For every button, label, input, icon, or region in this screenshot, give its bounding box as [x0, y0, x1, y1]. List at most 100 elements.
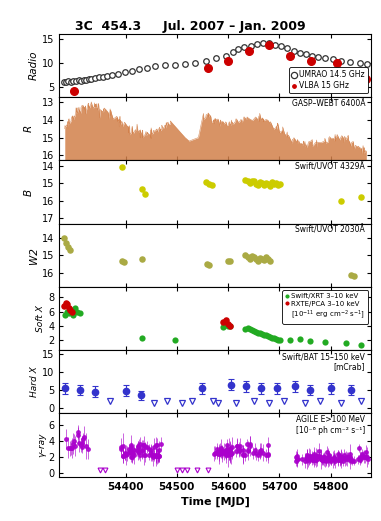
Point: [139, 184, 145, 193]
Point: [67, 306, 74, 314]
Point: [118, 163, 125, 171]
Y-axis label: W2: W2: [29, 247, 39, 264]
Point: [257, 254, 263, 262]
Point: [271, 180, 277, 188]
Point: [227, 321, 233, 330]
Point: [245, 177, 251, 185]
Point: [255, 181, 261, 189]
Point: [247, 255, 253, 263]
Point: [227, 322, 233, 330]
Point: [62, 299, 69, 307]
Point: [251, 177, 257, 185]
Point: [225, 320, 231, 328]
Point: [265, 332, 271, 340]
Point: [322, 338, 328, 346]
Point: [67, 246, 74, 254]
Point: [70, 311, 77, 319]
Point: [61, 302, 67, 310]
X-axis label: Time [MJD]: Time [MJD]: [181, 497, 250, 507]
Point: [263, 179, 269, 188]
Point: [287, 336, 293, 344]
Point: [77, 309, 83, 317]
Point: [63, 239, 69, 247]
Point: [227, 257, 233, 266]
Point: [259, 330, 265, 338]
Y-axis label: γ–ray: γ–ray: [38, 433, 46, 457]
Point: [253, 328, 259, 336]
Point: [263, 253, 269, 261]
Text: AGILE E>100 MeV
[10⁻⁶ ph cm⁻² s⁻¹]: AGILE E>100 MeV [10⁻⁶ ph cm⁻² s⁻¹]: [296, 415, 365, 435]
Point: [348, 270, 354, 279]
Text: Swift/UVOT 4329Å: Swift/UVOT 4329Å: [296, 163, 365, 171]
Point: [220, 323, 226, 331]
Point: [225, 321, 231, 330]
Point: [273, 335, 279, 343]
Point: [275, 336, 281, 344]
Point: [261, 255, 267, 264]
Point: [255, 256, 261, 265]
Point: [202, 178, 208, 187]
Point: [64, 300, 70, 308]
Y-axis label: Hard X: Hard X: [30, 366, 39, 397]
Point: [267, 182, 273, 190]
Point: [68, 306, 74, 314]
Point: [69, 307, 75, 316]
Point: [139, 255, 145, 263]
Point: [261, 181, 267, 189]
Point: [64, 307, 70, 316]
Point: [247, 179, 253, 188]
Point: [265, 255, 271, 263]
Point: [307, 337, 313, 345]
Point: [142, 190, 148, 198]
Point: [261, 330, 267, 339]
Point: [242, 251, 248, 259]
Point: [242, 176, 248, 184]
Point: [248, 252, 255, 260]
Point: [66, 309, 72, 317]
Point: [269, 333, 275, 342]
Y-axis label: R: R: [24, 125, 34, 132]
Point: [251, 253, 257, 261]
Point: [120, 258, 126, 266]
Point: [203, 260, 210, 268]
Point: [259, 179, 265, 188]
Point: [245, 324, 251, 332]
Point: [206, 261, 212, 269]
Point: [277, 180, 283, 188]
Point: [72, 304, 78, 312]
Point: [297, 335, 303, 343]
Point: [62, 311, 68, 319]
Point: [263, 331, 269, 340]
Point: [358, 193, 364, 202]
Text: Swift/UVOT 2030Å: Swift/UVOT 2030Å: [296, 226, 365, 235]
Y-axis label: Soft X: Soft X: [36, 305, 45, 332]
Point: [265, 180, 271, 188]
Point: [247, 325, 253, 333]
Point: [253, 180, 259, 188]
Point: [66, 304, 72, 312]
Point: [351, 272, 357, 280]
Point: [223, 316, 229, 324]
Point: [220, 318, 226, 326]
Point: [267, 333, 273, 341]
Point: [257, 329, 263, 338]
Point: [139, 334, 145, 342]
Point: [206, 180, 212, 188]
Point: [74, 307, 80, 316]
Point: [271, 334, 277, 342]
Point: [255, 328, 261, 337]
Point: [61, 233, 67, 242]
Point: [343, 339, 349, 348]
Point: [65, 242, 71, 251]
Legend: Swift/XRT 3–10 keV, RXTE/PCA 3–10 keV, [10$^{-11}$ erg cm$^{-2}$ s$^{-1}$]: Swift/XRT 3–10 keV, RXTE/PCA 3–10 keV, […: [282, 290, 368, 324]
Text: GASP–WEBT 6400Å: GASP–WEBT 6400Å: [292, 99, 365, 108]
Point: [248, 177, 255, 185]
Point: [118, 256, 125, 265]
Point: [358, 341, 364, 350]
Point: [277, 336, 283, 344]
Point: [209, 181, 215, 189]
Point: [338, 196, 344, 205]
Point: [248, 326, 255, 334]
Point: [269, 178, 275, 187]
Y-axis label: Radio: Radio: [29, 51, 39, 80]
